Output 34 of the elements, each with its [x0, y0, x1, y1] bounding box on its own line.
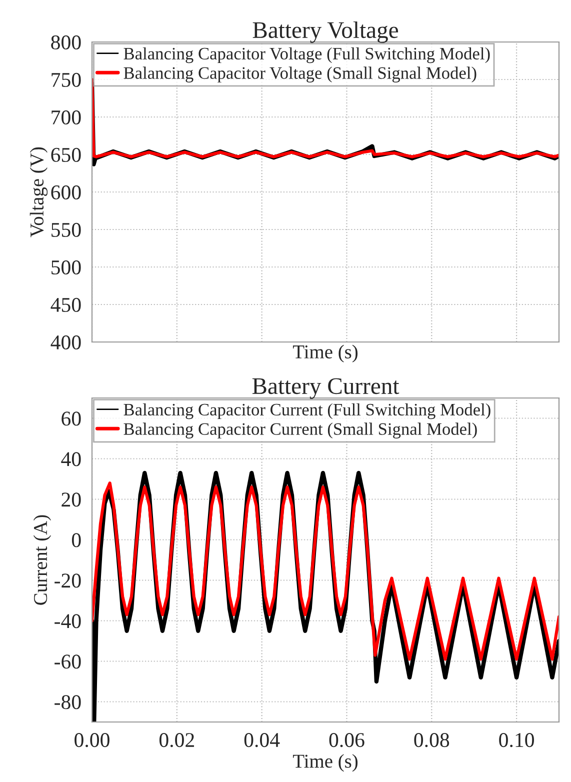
x-axis-title: Time (s): [292, 754, 358, 772]
y-tick-label: 700: [52, 110, 81, 124]
x-tick-label: 0.10: [499, 733, 534, 748]
x-tick-label: 0.04: [244, 733, 280, 748]
y-tick-label: -80: [54, 695, 81, 710]
y-tick-label: 600: [51, 185, 81, 200]
legend-label: Balancing Capacitor Voltage (Full Switching Model): [124, 47, 490, 64]
x-tick-label: 0.02: [159, 733, 194, 748]
y-tick-label: -20: [54, 574, 81, 588]
x-tick-label: 0.08: [414, 733, 450, 748]
y-tick-label: -40: [54, 614, 81, 628]
y-tick-label: 60: [62, 412, 81, 426]
y-tick-label: -60: [54, 654, 81, 669]
y-tick-label: 20: [62, 492, 81, 507]
y-tick-label: 0: [72, 533, 81, 548]
y-tick-label: 40: [61, 452, 81, 466]
y-tick-label: 650: [51, 148, 81, 162]
x-tick-label: 0.06: [329, 733, 364, 748]
y-tick-label: 450: [50, 298, 81, 312]
y-axis-title: Voltage (V): [30, 147, 48, 238]
y-tick-label: 750: [52, 72, 81, 87]
y-tick-label: 500: [52, 260, 81, 274]
y-tick-label: 550: [52, 222, 81, 237]
y-tick-label: 400: [50, 335, 81, 350]
x-axis-title: Time (s): [292, 344, 358, 362]
chart-title: Battery Voltage: [252, 21, 398, 43]
x-tick-label: 0.00: [74, 733, 110, 748]
legend-label: Balancing Capacitor Current (Small Signal Model): [124, 422, 477, 438]
legend-label: Balancing Capacitor Current (Full Switching Model): [124, 403, 490, 420]
line-series: [92, 482, 559, 661]
legend-label: Balancing Capacitor Voltage (Small Signal Model): [124, 66, 476, 82]
y-axis-title: Current (A): [33, 515, 52, 605]
y-tick-label: 800: [51, 35, 81, 50]
chart-title: Battery Current: [252, 378, 400, 399]
